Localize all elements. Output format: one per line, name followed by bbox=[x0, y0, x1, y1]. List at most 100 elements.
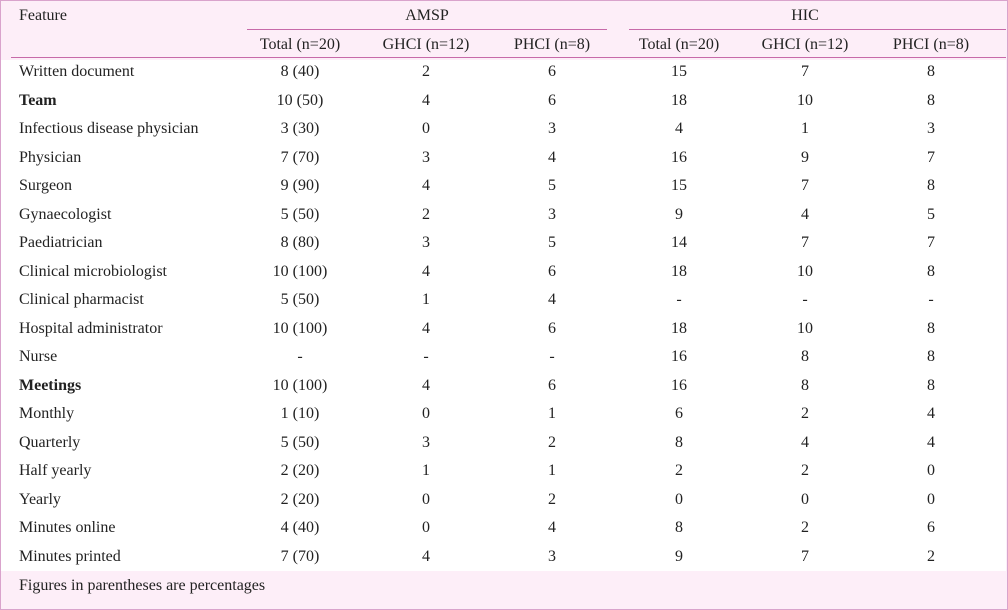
row-feature-label: Clinical pharmacist bbox=[19, 291, 144, 308]
table-cell: 18 bbox=[671, 91, 687, 109]
row-feature-label: Nurse bbox=[19, 348, 58, 365]
table-cell: 0 bbox=[422, 519, 430, 536]
table-cell: 16 bbox=[671, 148, 687, 166]
table-cell: 0 bbox=[801, 490, 809, 508]
column-header: GHCI (n=12) bbox=[761, 36, 849, 53]
amsp-group-header: AMSP bbox=[405, 7, 449, 24]
table-cell: 8 bbox=[675, 433, 683, 451]
row-feature-label: Team bbox=[19, 91, 57, 109]
table-cell: 4 (40) bbox=[280, 519, 320, 536]
table-cell: - bbox=[676, 291, 682, 308]
row-feature-label: Monthly bbox=[19, 405, 75, 422]
table-cell: 8 bbox=[927, 348, 935, 365]
table-cell: 9 bbox=[675, 547, 683, 565]
table-cell: 7 bbox=[927, 148, 935, 166]
table-cell: 4 bbox=[927, 405, 935, 422]
table-cell: 2 (20) bbox=[280, 462, 320, 479]
table-cell: 2 bbox=[548, 490, 556, 508]
table-cell: 4 bbox=[548, 148, 556, 166]
table-cell: 2 bbox=[801, 462, 809, 479]
table-cell: - bbox=[297, 348, 303, 365]
table-cell: 6 bbox=[548, 376, 556, 394]
table-cell: 2 bbox=[422, 63, 430, 80]
table-cell: 2 bbox=[422, 205, 430, 223]
table-cell: 1 bbox=[801, 120, 809, 137]
row-feature-label: Clinical microbiologist bbox=[19, 262, 167, 280]
table-cell: 5 bbox=[548, 234, 556, 251]
row-feature-label: Yearly bbox=[19, 490, 61, 508]
column-header: PHCI (n=8) bbox=[513, 36, 591, 53]
table-cell: 10 (50) bbox=[276, 91, 324, 109]
table-cell: 9 (90) bbox=[280, 177, 320, 194]
table-footnote: Figures in parentheses are percentages bbox=[19, 577, 266, 594]
table-cell: 4 bbox=[548, 519, 556, 536]
table-cell: 2 bbox=[801, 519, 809, 536]
table-cell: 2 bbox=[927, 547, 935, 565]
table-cell: 10 bbox=[797, 91, 813, 109]
table-cell: 3 bbox=[548, 205, 556, 223]
table-cell: 1 bbox=[548, 462, 556, 479]
table-cell: - bbox=[423, 348, 429, 365]
row-feature-label: Minutes online bbox=[19, 519, 116, 536]
row-feature-label: Infectious disease physician bbox=[19, 120, 199, 137]
table-cell: 7 (70) bbox=[280, 148, 320, 166]
table-cell: 6 bbox=[548, 63, 556, 80]
table-cell: 7 (70) bbox=[280, 547, 320, 565]
table-cell: 5 (50) bbox=[280, 205, 320, 223]
table-cell: 7 bbox=[801, 63, 809, 80]
table-cell: 4 bbox=[422, 91, 430, 109]
table-cell: 18 bbox=[671, 262, 687, 280]
table-cell: 4 bbox=[927, 433, 935, 451]
row-feature-label: Meetings bbox=[19, 376, 82, 394]
table-cell: 6 bbox=[675, 405, 683, 422]
table-cell: 4 bbox=[422, 319, 430, 337]
table-cell: - bbox=[802, 291, 808, 308]
table-cell: 2 bbox=[801, 405, 809, 422]
table-cell: 4 bbox=[801, 205, 809, 223]
table-cell: 5 (50) bbox=[280, 433, 320, 451]
table-cell: 3 bbox=[927, 120, 935, 137]
table-cell: 14 bbox=[671, 234, 687, 251]
table-footer bbox=[1, 571, 1006, 609]
table-cell: 0 bbox=[422, 120, 430, 137]
table-cell: 5 bbox=[548, 177, 556, 194]
table-cell: 3 bbox=[422, 234, 430, 251]
table-cell: 3 (30) bbox=[280, 120, 320, 137]
table-cell: 7 bbox=[927, 234, 935, 251]
table-cell: 1 bbox=[548, 405, 556, 422]
table-cell: 7 bbox=[801, 234, 809, 251]
table-cell: 6 bbox=[548, 319, 556, 337]
table-cell: 8 bbox=[927, 319, 935, 337]
table-cell: 15 bbox=[671, 177, 687, 194]
table-cell: 6 bbox=[548, 91, 556, 109]
table-cell: 1 bbox=[422, 462, 430, 479]
table-cell: 4 bbox=[422, 547, 430, 565]
table-cell: 9 bbox=[675, 205, 683, 223]
column-header: Total (n=20) bbox=[259, 36, 341, 53]
column-header: GHCI (n=12) bbox=[382, 36, 470, 53]
table-cell: 8 bbox=[675, 519, 683, 536]
table-header bbox=[1, 1, 1006, 59]
table-cell: 6 bbox=[548, 262, 556, 280]
row-feature-label: Gynaecologist bbox=[19, 205, 112, 223]
table-cell: 3 bbox=[422, 148, 430, 166]
table-cell: 7 bbox=[801, 547, 809, 565]
table-cell: 18 bbox=[671, 319, 687, 337]
table-cell: - bbox=[549, 348, 555, 365]
table-cell: 4 bbox=[422, 376, 430, 394]
table-cell: 0 bbox=[927, 462, 935, 479]
hic-group-rule bbox=[629, 29, 1006, 30]
table-cell: 8 bbox=[801, 348, 809, 365]
table-cell: 0 bbox=[675, 490, 683, 508]
table-cell: 16 bbox=[671, 376, 687, 394]
table-cell: 10 bbox=[797, 319, 813, 337]
table-cell: 3 bbox=[548, 547, 556, 565]
table-cell: 8 (40) bbox=[280, 63, 320, 80]
table-cell: 7 bbox=[801, 177, 809, 194]
row-feature-label: Surgeon bbox=[19, 177, 73, 194]
table-cell: 8 bbox=[927, 376, 935, 394]
table-cell: 4 bbox=[801, 433, 809, 451]
table-cell: 3 bbox=[422, 433, 430, 451]
row-feature-label: Quarterly bbox=[19, 433, 81, 451]
table-cell: 10 bbox=[797, 262, 813, 280]
